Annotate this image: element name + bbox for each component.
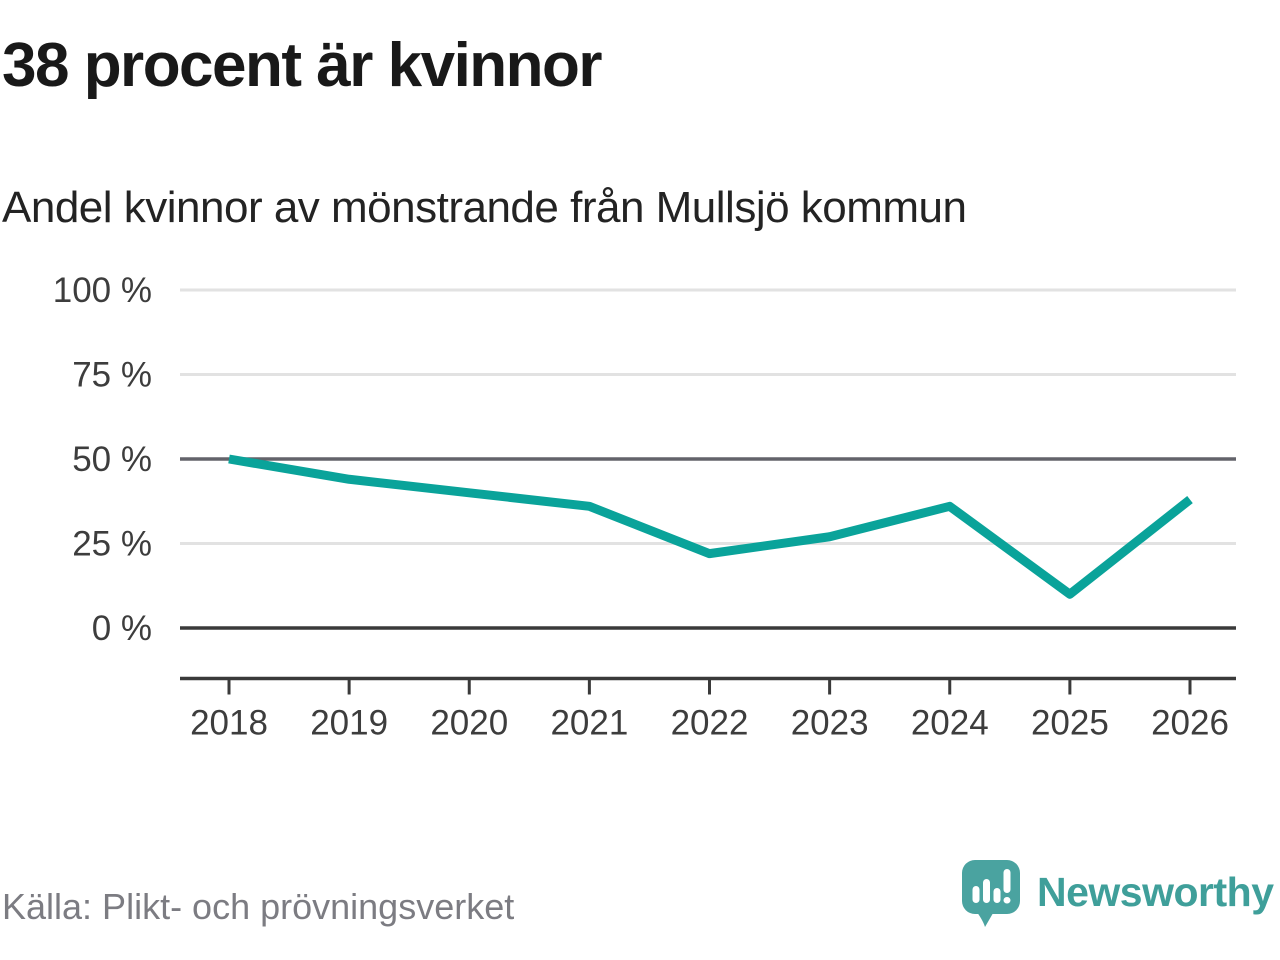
x-axis-label: 2018 [190,704,268,743]
source-note: Källa: Plikt- och prövningsverket [2,886,515,927]
newsworthy-logo: Newsworthy [962,860,1274,928]
data-line [228,454,1193,599]
x-axis-label: 2023 [791,704,869,743]
x-axis-label: 2021 [550,704,628,743]
y-axis-label: 75 % [72,356,152,395]
y-axis-label: 0 % [92,609,152,648]
x-axis-label: 2020 [430,704,508,743]
y-axis-label: 50 % [72,440,152,479]
x-axis-label: 2024 [911,704,989,743]
x-axis-label: 2025 [1031,704,1109,743]
newsworthy-logo-icon [962,860,1020,927]
y-axis-label: 25 % [72,525,152,564]
chart-subtitle: Andel kvinnor av mönstrande från Mullsjö… [2,183,967,232]
x-axis-label: 2019 [310,704,388,743]
x-axis-label: 2022 [671,704,749,743]
x-axis-label: 2026 [1151,704,1229,743]
y-axis-label: 100 % [53,271,152,310]
newsworthy-logo-text: Newsworthy [1037,869,1274,915]
chart-title: 38 procent är kvinnor [2,31,603,100]
